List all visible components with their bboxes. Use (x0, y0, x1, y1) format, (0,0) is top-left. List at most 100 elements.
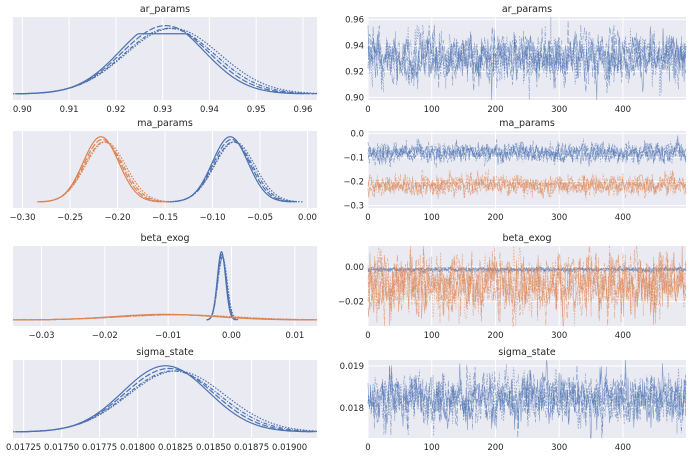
ma-params-trace-y-tick-label: −0.3 (343, 202, 364, 212)
sigma-state-trace-x-tick-label: 100 (424, 443, 440, 453)
ar-params-trace-series-0-chain-0 (367, 25, 687, 101)
ma-params-trace-x-tick-label: 300 (551, 213, 567, 223)
ma-params-trace-y-tick-label: −0.1 (343, 153, 364, 163)
beta-exog-kde-panel: beta_exog −0.03 −0.02 −0.01 0.00 0.01 (12, 233, 318, 341)
ar-params-trace-x-tick-label: 200 (487, 105, 503, 115)
beta-exog-kde-x-tick-label: −0.03 (28, 331, 54, 341)
ar-params-trace-y-tick-label: 0.94 (345, 42, 364, 52)
sigma-state-trace-y-tick-label: 0.019 (340, 362, 364, 372)
beta-exog-kde-background (13, 246, 317, 326)
sigma-state-kde-x-tick-label: 0.01875 (234, 443, 269, 453)
ar-params-trace-series-0-chain-3 (367, 16, 687, 97)
ar-params-kde-x-tick-label: 0.95 (247, 105, 266, 115)
ar-params-kde-background (13, 17, 317, 100)
sigma-state-kde-x-tick-label: 0.01850 (196, 443, 231, 453)
ar-params-kde-x-tick-label: 0.92 (106, 105, 125, 115)
ar-params-trace-series-0-chain-2 (367, 24, 687, 101)
sigma-state-trace-x-tick-label: 0 (365, 443, 370, 453)
ma-params-trace-series-1-chain-3 (367, 169, 687, 201)
sigma-state-kde-background (13, 360, 317, 438)
beta-exog-trace-y-tick-label: 0.00 (345, 263, 364, 273)
ma-params-trace-title: ma_params (499, 118, 555, 129)
ar-params-trace-title: ar_params (502, 4, 552, 15)
beta-exog-trace-x-tick-label: 0 (365, 331, 370, 341)
ma-params-kde-x-tick-label: −0.15 (152, 213, 178, 223)
beta-exog-trace-x-tick-label: 400 (615, 331, 631, 341)
beta-exog-trace-x-tick-label: 200 (487, 331, 503, 341)
ma-params-trace-y-tick-label: −0.2 (343, 178, 364, 188)
ma-params-kde-x-tick-label: −0.30 (9, 213, 35, 223)
beta-exog-trace-series-0-chain-3 (367, 264, 687, 274)
ar-params-trace-x-tick-label: 0 (365, 105, 370, 115)
sigma-state-trace-panel: sigma_state 0 100 200 300 400 0.019 0.018 (340, 347, 687, 453)
ar-params-kde-x-tick-label: 0.94 (200, 105, 219, 115)
ma-params-trace-x-tick-label: 100 (424, 213, 440, 223)
beta-exog-kde-x-tick-label: 0.01 (285, 331, 304, 341)
ar-params-trace-x-tick-label: 100 (424, 105, 440, 115)
beta-exog-kde-x-tick-label: −0.02 (92, 331, 118, 341)
beta-exog-kde-x-tick-label: 0.00 (222, 331, 241, 341)
ar-params-kde-x-tick-label: 0.93 (153, 105, 172, 115)
beta-exog-trace-series-1-chain-3 (367, 245, 687, 327)
ar-params-kde-series-0-chain-3 (12, 27, 318, 95)
ma-params-kde-x-tick-label: −0.20 (104, 213, 130, 223)
ma-params-kde-series-1-chain-1 (39, 138, 166, 203)
ma-params-trace-background (368, 131, 686, 208)
sigma-state-kde-title: sigma_state (136, 347, 194, 358)
beta-exog-kde-series-1-chain-2 (12, 314, 318, 321)
ma-params-kde-x-tick-label: −0.05 (247, 213, 273, 223)
beta-exog-kde-x-tick-label: −0.01 (155, 331, 181, 341)
ma-params-trace-series-0-chain-1 (367, 138, 687, 168)
sigma-state-trace-series-0-chain-2 (367, 369, 687, 436)
beta-exog-kde-series-0-chain-0 (207, 251, 236, 321)
ma-params-kde-x-tick-label: −0.25 (57, 213, 83, 223)
ar-params-trace-y-tick-label: 0.96 (345, 16, 364, 26)
ma-params-trace-series-1-chain-2 (367, 171, 687, 198)
ma-params-kde-series-0-chain-1 (168, 138, 296, 203)
ar-params-trace-y-tick-label: 0.90 (345, 93, 364, 103)
sigma-state-kde-series-0-chain-3 (12, 370, 318, 433)
ma-params-kde-panel: ma_params −0.30 −0.25 −0.20 −0.15 −0.10 −0.05 0… (9, 118, 317, 223)
ma-params-trace-series-0-chain-3 (367, 138, 687, 166)
sigma-state-kde-x-tick-label: 0.01900 (272, 443, 307, 453)
beta-exog-trace-y-tick-label: −0.02 (338, 298, 364, 308)
ar-params-kde-x-tick-label: 0.90 (13, 105, 32, 115)
ar-params-kde-x-tick-label: 0.96 (294, 105, 313, 115)
ar-params-kde-x-tick-label: 0.91 (60, 105, 79, 115)
sigma-state-trace-y-tick-label: 0.018 (340, 404, 364, 414)
sigma-state-trace-x-tick-label: 200 (487, 443, 503, 453)
sigma-state-kde-x-tick-label: 0.01725 (6, 443, 41, 453)
sigma-state-kde-x-tick-label: 0.01800 (120, 443, 155, 453)
sigma-state-kde-x-tick-label: 0.01825 (158, 443, 193, 453)
ar-params-kde-panel: ar_params 0.90 0.91 0.92 0.93 0.94 0.95 0.96 (12, 4, 318, 115)
beta-exog-trace-x-tick-label: 300 (551, 331, 567, 341)
ar-params-trace-x-tick-label: 300 (551, 105, 567, 115)
ar-params-trace-x-tick-label: 400 (615, 105, 631, 115)
ar-params-trace-y-tick-label: 0.92 (345, 67, 364, 77)
ma-params-kde-series-0-chain-3 (166, 141, 304, 203)
sigma-state-trace-x-tick-label: 300 (551, 443, 567, 453)
sigma-state-trace-series-0-chain-3 (367, 363, 687, 434)
ar-params-kde-title: ar_params (140, 4, 190, 15)
beta-exog-kde-series-0-chain-1 (206, 253, 237, 321)
beta-exog-kde-title: beta_exog (140, 233, 189, 244)
ma-params-trace-x-tick-label: 200 (487, 213, 503, 223)
sigma-state-kde-x-tick-label: 0.01750 (44, 443, 79, 453)
beta-exog-trace-panel: beta_exog 0 100 200 300 400 0.00 −0.02 (338, 233, 687, 341)
sigma-state-trace-series-0-chain-1 (367, 364, 687, 439)
ma-params-kde-x-tick-label: 0.00 (298, 213, 317, 223)
sigma-state-trace-title: sigma_state (498, 347, 556, 358)
beta-exog-trace-title: beta_exog (502, 233, 551, 244)
ma-params-kde-title: ma_params (137, 118, 193, 129)
beta-exog-trace-series-1-chain-1 (367, 245, 687, 327)
ma-params-trace-series-0-chain-2 (367, 139, 687, 167)
ma-params-trace-x-tick-label: 0 (365, 213, 370, 223)
beta-exog-trace-x-tick-label: 100 (424, 331, 440, 341)
ma-params-kde-series-1-chain-3 (37, 141, 175, 203)
ma-params-trace-y-tick-label: 0.0 (350, 129, 364, 139)
sigma-state-kde-x-tick-label: 0.01775 (82, 443, 117, 453)
ma-params-trace-panel: ma_params 0 100 200 300 400 0.0 −0.1 −0.2 −0.3 (343, 118, 687, 223)
sigma-state-trace-x-tick-label: 400 (615, 443, 631, 453)
